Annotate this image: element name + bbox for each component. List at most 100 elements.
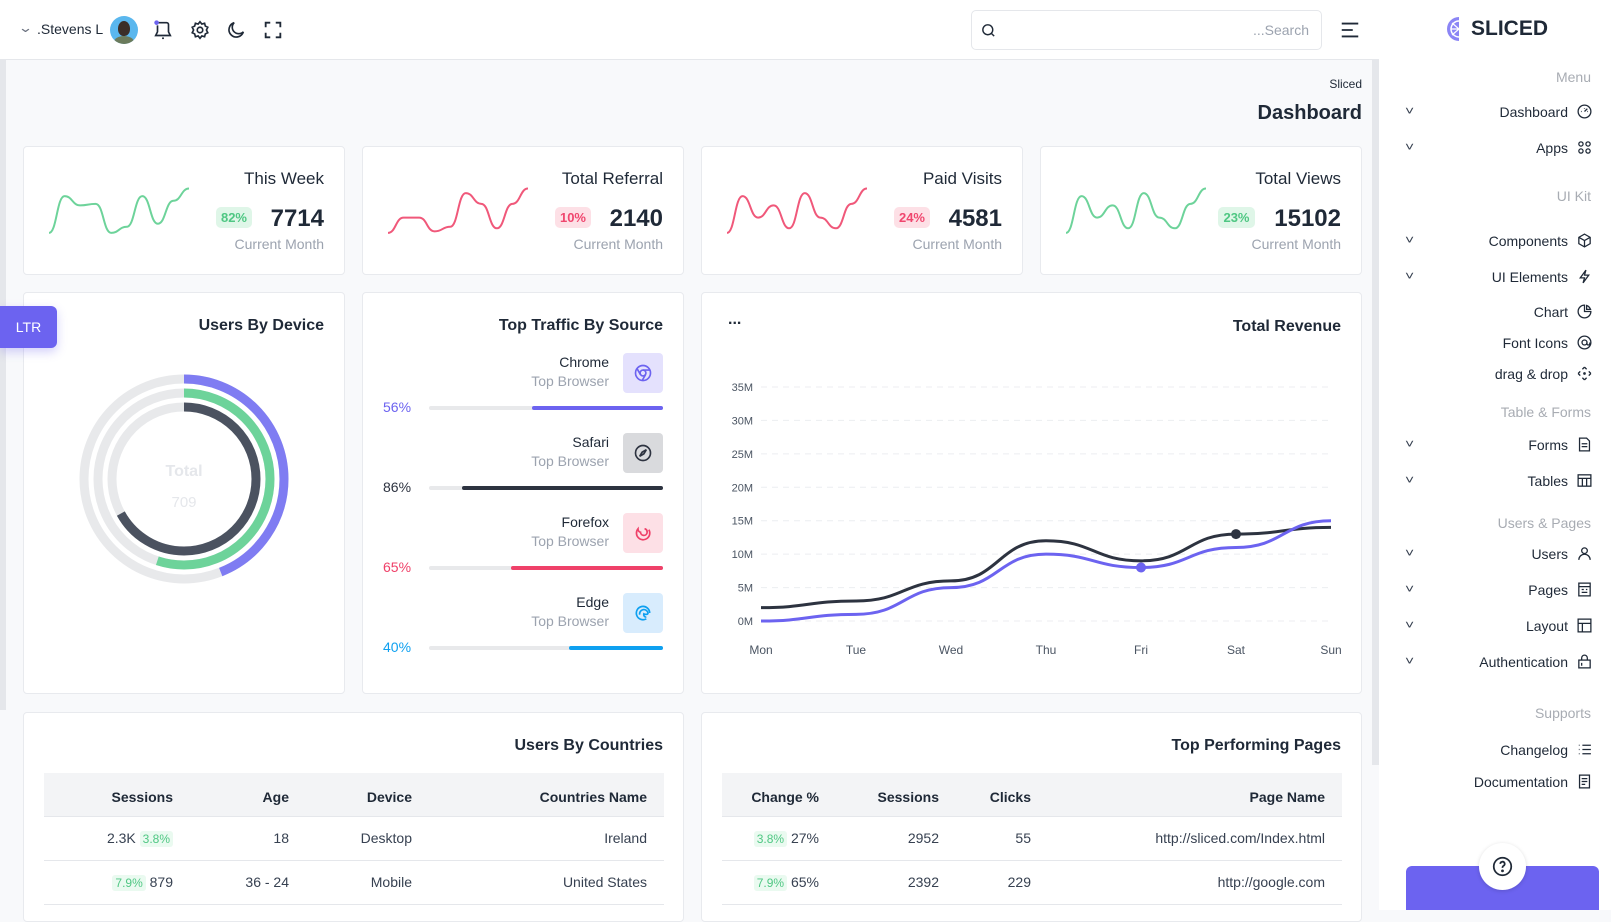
chevron-down-icon[interactable]: ˅: [1404, 582, 1415, 596]
sparkline: [48, 187, 190, 234]
series-line: [760, 525, 1332, 610]
stat-badge: 82%: [215, 207, 252, 228]
traffic-progress-bar: [429, 646, 663, 650]
traffic-percent: 65%: [383, 559, 412, 575]
card-title: Top Traffic By Source: [498, 317, 663, 334]
change-badge: 3.8%: [753, 831, 788, 847]
chevron-down-icon[interactable]: ˅: [1404, 473, 1415, 487]
chevron-down-icon[interactable]: ⌄: [17, 20, 34, 35]
x-tick-label: Mon: [749, 643, 772, 657]
x-tick-label: Fri: [1134, 643, 1148, 657]
sidebar-item-changelog[interactable]: Changelog: [1500, 741, 1593, 758]
sidebar-item-dashboard[interactable]: Dashboard: [1500, 103, 1594, 120]
sidebar-item-label: Tables: [1527, 472, 1568, 489]
sidebar-item-drag-drop[interactable]: drag & drop: [1495, 365, 1593, 382]
column-header[interactable]: Sessions: [111, 789, 173, 805]
gear-icon[interactable]: [189, 19, 211, 41]
main-scrollbar[interactable]: [1372, 60, 1379, 765]
column-header[interactable]: Device: [366, 789, 412, 805]
browser-icon-box: [623, 353, 663, 393]
y-tick-label: 5M: [738, 583, 753, 595]
page-name-link[interactable]: http://sliced.com/Index.html: [1155, 830, 1325, 846]
donut-center-value: 709: [171, 494, 197, 511]
stat-badge: 23%: [1218, 207, 1255, 228]
table-row: [44, 817, 664, 861]
change-cell: 3.8% 27%: [753, 830, 819, 847]
ltr-toggle-button[interactable]: LTR: [0, 306, 57, 348]
column-header[interactable]: Countries Name: [539, 789, 647, 805]
change-badge: 7.9%: [753, 875, 788, 891]
sidebar-item-layout[interactable]: Layout: [1526, 617, 1593, 634]
chevron-down-icon[interactable]: ˅: [1404, 104, 1415, 118]
edge-icon: [635, 605, 651, 621]
moon-icon[interactable]: [225, 19, 247, 41]
sidebar-item-label: Components: [1488, 232, 1568, 249]
column-header[interactable]: Clicks: [989, 789, 1031, 805]
brand-logo[interactable]: SLICED: [1445, 16, 1548, 42]
chevron-down-icon[interactable]: ˅: [1404, 618, 1415, 632]
sessions-cell: 7.9% 879: [112, 874, 173, 891]
stat-card: This Week 7714 82% Current Month: [23, 146, 345, 275]
column-header[interactable]: Change %: [751, 789, 819, 805]
age-cell: 36 - 24: [245, 874, 289, 890]
chevron-down-icon[interactable]: ˅: [1404, 437, 1415, 451]
sidebar-item-font-icons[interactable]: Font Icons: [1503, 334, 1593, 351]
country-cell: United States: [562, 874, 647, 890]
avatar[interactable]: [110, 16, 138, 44]
sparkline-path: [726, 187, 868, 234]
column-header[interactable]: Age: [262, 789, 289, 805]
y-tick-label: 25M: [732, 449, 753, 461]
sidebar-item-authentication[interactable]: Authentication: [1479, 653, 1593, 670]
device-cell: Desktop: [360, 830, 412, 846]
sidebar-item-ui-elements[interactable]: UI Elements: [1492, 268, 1593, 285]
y-tick-label: 0M: [738, 616, 753, 628]
user-icon: [1576, 545, 1593, 562]
browser-name: Forefox: [561, 514, 609, 530]
sessions-cell: 2392: [907, 874, 939, 890]
sidebar-item-label: Authentication: [1479, 653, 1568, 670]
column-header[interactable]: Sessions: [877, 789, 939, 805]
bolt-icon: [1576, 268, 1593, 285]
series-line: [760, 519, 1332, 623]
brand-name: SLICED: [1471, 17, 1549, 40]
column-header[interactable]: Page Name: [1249, 789, 1325, 805]
more-options-button[interactable]: ...: [728, 311, 742, 328]
y-tick-label: 30M: [732, 415, 753, 427]
stat-title: This Week: [244, 169, 324, 188]
sparkline: [1065, 187, 1207, 234]
chevron-down-icon[interactable]: ˅: [1404, 233, 1415, 247]
pie-chart-icon: [1576, 303, 1593, 320]
help-icon: [1492, 856, 1513, 877]
chevron-down-icon[interactable]: ˅: [1404, 269, 1415, 283]
page-name-link[interactable]: http://google.com: [1217, 874, 1325, 890]
sparkline: [726, 187, 868, 234]
sidebar-item-tables[interactable]: Tables: [1528, 472, 1593, 489]
sidebar-item-components[interactable]: Components: [1489, 232, 1593, 249]
sidebar-item-forms[interactable]: Forms: [1528, 436, 1593, 453]
traffic-progress-bar: [429, 406, 663, 410]
fullscreen-icon[interactable]: [262, 19, 284, 41]
user-name[interactable]: .Stevens L: [37, 21, 104, 37]
traffic-percent: 86%: [383, 479, 412, 495]
sparkline-path: [1065, 187, 1207, 234]
sidebar-item-users[interactable]: Users: [1531, 545, 1593, 562]
breadcrumb[interactable]: Sliced: [1329, 77, 1362, 91]
sidebar-item-pages[interactable]: Pages: [1528, 581, 1593, 598]
top-header: ⌄ .Stevens L ...Search: [0, 0, 1379, 60]
sidebar-item-label: Chart: [1533, 303, 1568, 320]
sessions-cell: 2952: [907, 830, 939, 846]
chevron-down-icon[interactable]: ˅: [1404, 140, 1415, 154]
bell-icon[interactable]: [152, 19, 174, 41]
sidebar-item-apps[interactable]: Apps: [1536, 139, 1593, 156]
card-title: Users By Device: [198, 317, 324, 334]
menu-icon[interactable]: [1339, 19, 1361, 41]
help-button[interactable]: [1479, 843, 1526, 890]
chevron-down-icon[interactable]: ˅: [1404, 654, 1415, 668]
change-value: 65%: [790, 874, 819, 890]
ring-arc: [93, 388, 275, 570]
sidebar-item-documentation[interactable]: Documentation: [1474, 773, 1593, 790]
traffic-percent: 56%: [383, 399, 412, 415]
sidebar-item-chart[interactable]: Chart: [1534, 303, 1593, 320]
chevron-down-icon[interactable]: ˅: [1404, 546, 1415, 560]
search-input[interactable]: ...Search: [971, 10, 1322, 50]
